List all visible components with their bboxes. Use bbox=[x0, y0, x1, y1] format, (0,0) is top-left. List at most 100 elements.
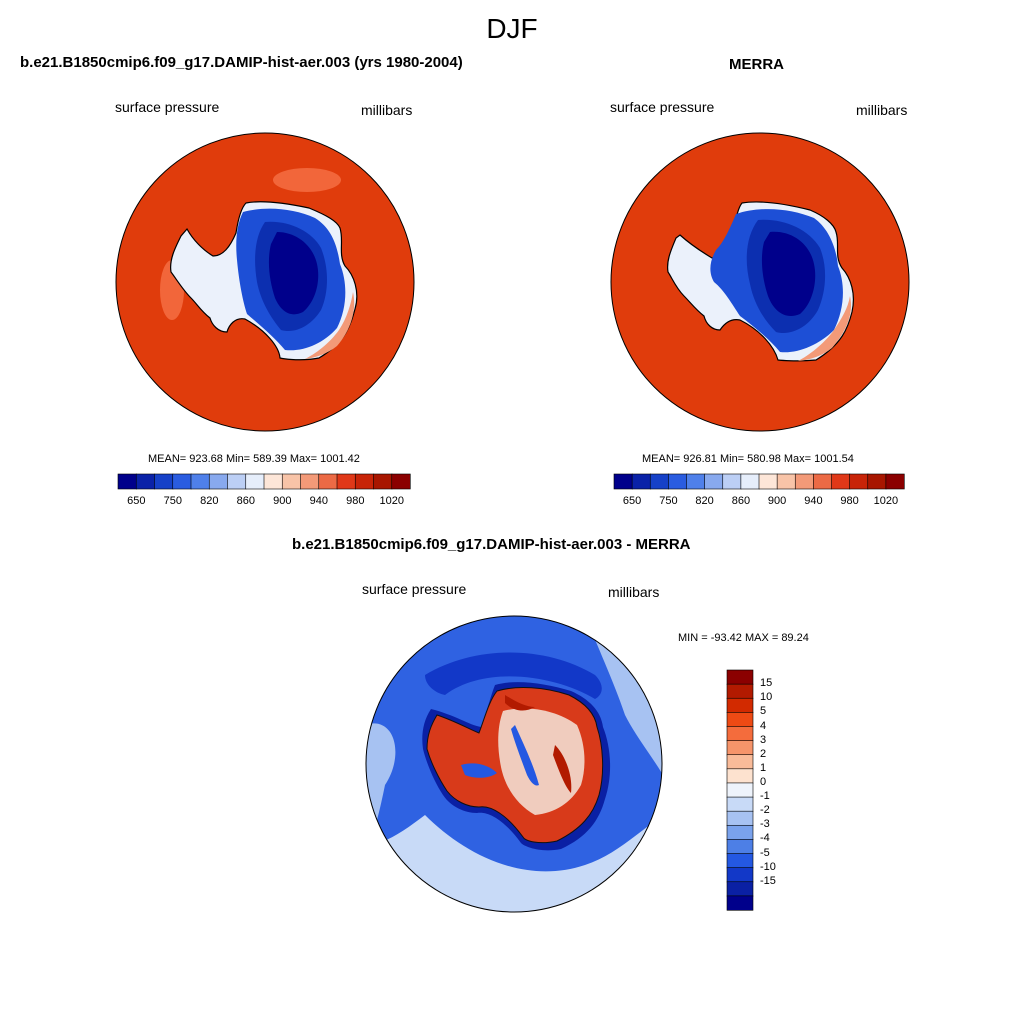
panel2-variable-label: surface pressure bbox=[610, 99, 715, 115]
panel3-colorbar-tick-label: 2 bbox=[760, 747, 767, 760]
panel3-colorbar-tick-label: -10 bbox=[760, 860, 776, 873]
panel1-colorbar-tick-label: 650 bbox=[127, 495, 146, 507]
panel3-map bbox=[365, 615, 663, 913]
panel1-map bbox=[115, 132, 415, 432]
panel2-colorbar-tick-label: 750 bbox=[659, 495, 678, 507]
panel1-ocean-highlight bbox=[273, 168, 341, 192]
panel3-colorbar-box bbox=[726, 853, 754, 869]
panel2-colorbar-tick-label: 860 bbox=[731, 495, 751, 507]
panel1-colorbar-tick-label: 1020 bbox=[379, 495, 405, 507]
panel1-colorbar-box bbox=[318, 473, 338, 490]
panel3-colorbar-box bbox=[726, 726, 754, 742]
panel3-colorbar-box bbox=[726, 740, 754, 756]
panel3-colorbar-box bbox=[726, 839, 754, 855]
panel2-colorbar-tick-label: 650 bbox=[622, 495, 642, 507]
panel3-colorbar-tick-label: 5 bbox=[760, 705, 767, 718]
panel1-colorbar-tick-label: 980 bbox=[346, 495, 365, 507]
panel3-units-label: millibars bbox=[608, 584, 660, 600]
panel3-colorbar-tick-label: -2 bbox=[760, 804, 770, 817]
panel3-colorbar-box bbox=[726, 824, 754, 841]
panel1-colorbar-box bbox=[208, 473, 229, 490]
panel1-colorbar-box bbox=[336, 473, 356, 490]
panel3-colorbar-box bbox=[726, 895, 754, 911]
panel1-colorbar-box bbox=[172, 473, 192, 490]
panel3-colorbar-box bbox=[726, 796, 754, 812]
panel1-colorbar-box bbox=[300, 473, 320, 490]
panel3-colorbar-tick-label: -15 bbox=[760, 874, 776, 887]
panel2-colorbar-box bbox=[776, 473, 796, 490]
panel2-colorbar-box bbox=[613, 473, 633, 490]
panel2-colorbar-box bbox=[885, 473, 905, 490]
panel1-colorbar-box bbox=[227, 473, 247, 490]
panel2-colorbar-box bbox=[649, 473, 669, 490]
panel3-colorbar-box bbox=[726, 754, 754, 770]
panel2-colorbar-box bbox=[849, 473, 869, 490]
panel1-colorbar-box bbox=[391, 473, 411, 490]
panel3-colorbar-tick-label: 0 bbox=[760, 775, 767, 788]
panel1-colorbar-box bbox=[373, 473, 393, 490]
panel3-anomaly-red-streak-2 bbox=[505, 695, 535, 711]
panel2-colorbar bbox=[613, 473, 905, 490]
panel1-east-coast-highlight bbox=[305, 292, 355, 359]
panel3-colorbar-box bbox=[726, 669, 754, 685]
panel2-east-coast-highlight bbox=[798, 296, 852, 361]
panel2-title: MERRA bbox=[729, 56, 784, 73]
panel3-anomaly-white bbox=[498, 708, 585, 815]
panel1-colorbar-box bbox=[154, 473, 174, 490]
panel1-plateau-core bbox=[268, 232, 319, 315]
panel3-colorbar-box bbox=[726, 881, 754, 897]
panel3-colorbar-tick-label: -4 bbox=[760, 832, 770, 845]
panel1-colorbar-tick-label: 820 bbox=[200, 495, 219, 507]
panel3-colorbar-tick-label: 4 bbox=[760, 719, 767, 732]
panel3-colorbar-box bbox=[726, 782, 754, 798]
panel3-colorbar-tick-label: 10 bbox=[760, 691, 773, 704]
panel3-anomaly-red-streak bbox=[553, 745, 572, 793]
panel3-ocean-light-3 bbox=[366, 815, 662, 912]
panel3-colorbar-tick-label: 15 bbox=[760, 677, 773, 690]
panel1-variable-label: surface pressure bbox=[115, 99, 220, 115]
panel2-colorbar-box bbox=[831, 473, 851, 490]
panel2-colorbar-box bbox=[704, 473, 724, 490]
panel3-colorbar-box bbox=[726, 697, 754, 713]
panel2-colorbar-tick-label: 900 bbox=[767, 495, 787, 507]
panel3-ocean-dark bbox=[425, 652, 602, 699]
panel3-colorbar-box bbox=[726, 768, 754, 784]
panel2-colorbar-box bbox=[686, 473, 706, 490]
figure-title: DJF bbox=[486, 13, 538, 44]
panel1-colorbar-box bbox=[263, 473, 283, 490]
panel1-colorbar-tick-label: 900 bbox=[273, 495, 292, 507]
panel1-colorbar-box bbox=[245, 473, 265, 490]
panel1-colorbar-box bbox=[117, 473, 137, 490]
panel2-colorbar-box bbox=[740, 473, 760, 490]
panel2-colorbar-tick-label: 940 bbox=[804, 495, 823, 507]
panel3-title: b.e21.B1850cmip6.f09_g17.DAMIP-hist-aer.… bbox=[292, 536, 691, 553]
panel1-colorbar-tick-label: 940 bbox=[309, 495, 328, 507]
panel2-colorbar-box bbox=[758, 473, 778, 490]
panel2-plateau-core bbox=[761, 231, 816, 316]
panel1-title: b.e21.B1850cmip6.f09_g17.DAMIP-hist-aer.… bbox=[20, 54, 463, 71]
panel1-colorbar-box bbox=[281, 473, 302, 490]
panel2-colorbar-box bbox=[722, 473, 742, 490]
panel3-colorbar-tick-label: 1 bbox=[760, 761, 767, 774]
panel3-anomaly-blue-streak bbox=[511, 725, 539, 786]
panel2-colorbar-tick-label: 820 bbox=[695, 495, 714, 507]
panel3-colorbar-box bbox=[726, 867, 754, 883]
panel3-colorbar bbox=[726, 669, 754, 911]
panel3-colorbar-box bbox=[726, 712, 754, 728]
panel2-colorbar-tick-label: 980 bbox=[840, 495, 859, 507]
panel3-stats: MIN = -93.42 MAX = 89.24 bbox=[678, 632, 809, 644]
panel2-colorbar-box bbox=[631, 473, 651, 490]
panel3-colorbar-box bbox=[726, 683, 754, 699]
panel2-stats: MEAN= 926.81 Min= 580.98 Max= 1001.54 bbox=[642, 453, 854, 465]
panel2-colorbar-box bbox=[813, 473, 833, 490]
panel3-ocean-light-2 bbox=[585, 616, 662, 775]
panel3-colorbar-tick-label: -5 bbox=[760, 846, 770, 859]
panel1-colorbar-tick-label: 860 bbox=[236, 495, 255, 507]
panel3-colorbar-tick-label: 3 bbox=[760, 733, 767, 746]
panel2-units-label: millibars bbox=[856, 102, 908, 118]
panel3-anomaly-blue-streak-2 bbox=[461, 763, 497, 778]
panel1-colorbar-box bbox=[354, 473, 375, 490]
panel3-colorbar-box bbox=[726, 810, 754, 826]
panel1-stats: MEAN= 923.68 Min= 589.39 Max= 1001.42 bbox=[148, 453, 360, 465]
panel1-units-label: millibars bbox=[361, 102, 413, 118]
